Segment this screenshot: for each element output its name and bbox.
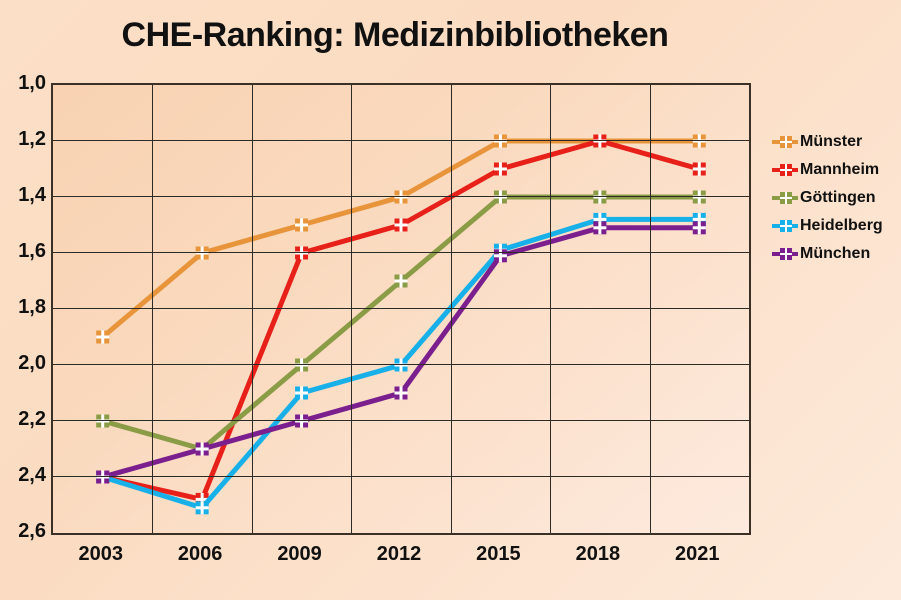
data-point-marker xyxy=(195,246,209,260)
data-point-marker xyxy=(96,470,110,484)
gridline-horizontal xyxy=(53,140,749,141)
data-point-marker xyxy=(295,414,309,428)
series-line xyxy=(102,194,700,452)
data-point-marker xyxy=(692,134,706,148)
x-axis: 2003 2006 2009 2012 2015 2018 2021 xyxy=(51,543,751,573)
gridline-vertical xyxy=(351,85,353,533)
legend-marker-icon xyxy=(772,247,798,261)
data-point-marker xyxy=(394,190,408,204)
legend-item-label: Göttingen xyxy=(800,189,876,206)
data-point-marker xyxy=(394,218,408,232)
legend-marker-icon xyxy=(772,163,798,177)
legend-marker-icon xyxy=(772,135,798,149)
y-axis-tick-label: 2,0 xyxy=(18,352,46,374)
data-point-marker xyxy=(195,501,209,515)
y-axis-tick-label: 1,8 xyxy=(18,296,46,318)
chart-legend: Münster Mannheim Göttingen Heidelberg Münche… xyxy=(772,128,897,268)
line-chart-canvas xyxy=(96,134,706,515)
data-point-marker xyxy=(96,414,110,428)
data-point-marker xyxy=(593,190,607,204)
legend-item-göttingen[interactable]: Göttingen xyxy=(772,184,897,212)
data-point-marker xyxy=(493,162,507,176)
y-axis-tick-label: 1,4 xyxy=(18,184,46,206)
series-line xyxy=(102,225,700,480)
x-axis-tick-label: 2015 xyxy=(476,543,521,565)
y-axis-tick-label: 2,6 xyxy=(18,520,46,542)
gridline-vertical xyxy=(152,85,154,533)
data-point-marker xyxy=(295,218,309,232)
data-point-marker xyxy=(493,134,507,148)
gridline-horizontal xyxy=(53,308,749,309)
data-point-marker xyxy=(295,358,309,372)
y-axis-tick-label: 1,6 xyxy=(18,240,46,262)
legend-item-mannheim[interactable]: Mannheim xyxy=(772,156,897,184)
y-axis: 1,0 1,2 1,4 1,6 1,8 2,0 2,2 2,4 2,6 xyxy=(0,72,46,542)
data-point-marker xyxy=(295,386,309,400)
legend-item-heidelberg[interactable]: Heidelberg xyxy=(772,212,897,240)
data-point-marker xyxy=(295,246,309,260)
legend-marker-icon xyxy=(772,219,798,233)
data-point-marker xyxy=(692,221,706,235)
data-point-marker xyxy=(195,442,209,456)
gridline-vertical xyxy=(450,85,452,533)
series-münchen xyxy=(96,221,706,484)
x-axis-tick-label: 2021 xyxy=(675,543,720,565)
x-axis-tick-label: 2012 xyxy=(376,543,422,565)
data-point-marker xyxy=(493,190,507,204)
data-point-marker xyxy=(692,162,706,176)
data-point-marker xyxy=(593,221,607,235)
legend-item-label: Münster xyxy=(800,133,863,150)
legend-item-münchen[interactable]: München xyxy=(772,240,897,268)
x-axis-tick-label: 2018 xyxy=(575,543,621,565)
gridline-vertical xyxy=(649,85,651,533)
legend-item-münster[interactable]: Münster xyxy=(772,128,897,156)
gridline-horizontal xyxy=(53,420,749,421)
gridline-horizontal xyxy=(53,252,749,253)
data-point-marker xyxy=(394,274,408,288)
data-point-marker xyxy=(96,330,110,344)
data-point-marker xyxy=(394,386,408,400)
plot-area xyxy=(51,83,751,535)
legend-item-label: Heidelberg xyxy=(800,217,883,234)
series-münster xyxy=(96,134,706,344)
legend-item-label: Mannheim xyxy=(800,161,880,178)
gridline-vertical xyxy=(251,85,253,533)
x-axis-tick-label: 2006 xyxy=(177,543,223,565)
x-axis-tick-label: 2003 xyxy=(78,543,123,565)
x-axis-tick-label: 2009 xyxy=(277,543,322,565)
data-point-marker xyxy=(593,134,607,148)
gridline-vertical xyxy=(550,85,552,533)
data-point-marker xyxy=(692,190,706,204)
y-axis-tick-label: 2,4 xyxy=(18,464,46,486)
page-title: CHE-Ranking: Medizinbibliotheken xyxy=(121,16,669,54)
gridline-horizontal xyxy=(53,364,749,365)
y-axis-tick-label: 2,2 xyxy=(18,408,46,430)
y-axis-tick-label: 1,2 xyxy=(18,128,46,150)
data-point-marker xyxy=(394,358,408,372)
gridline-horizontal xyxy=(53,196,749,197)
y-axis-tick-label: 1,0 xyxy=(18,72,46,94)
series-mannheim xyxy=(96,134,706,506)
legend-marker-icon xyxy=(772,191,798,205)
legend-item-label: München xyxy=(800,245,871,262)
gridline-horizontal xyxy=(53,476,749,477)
